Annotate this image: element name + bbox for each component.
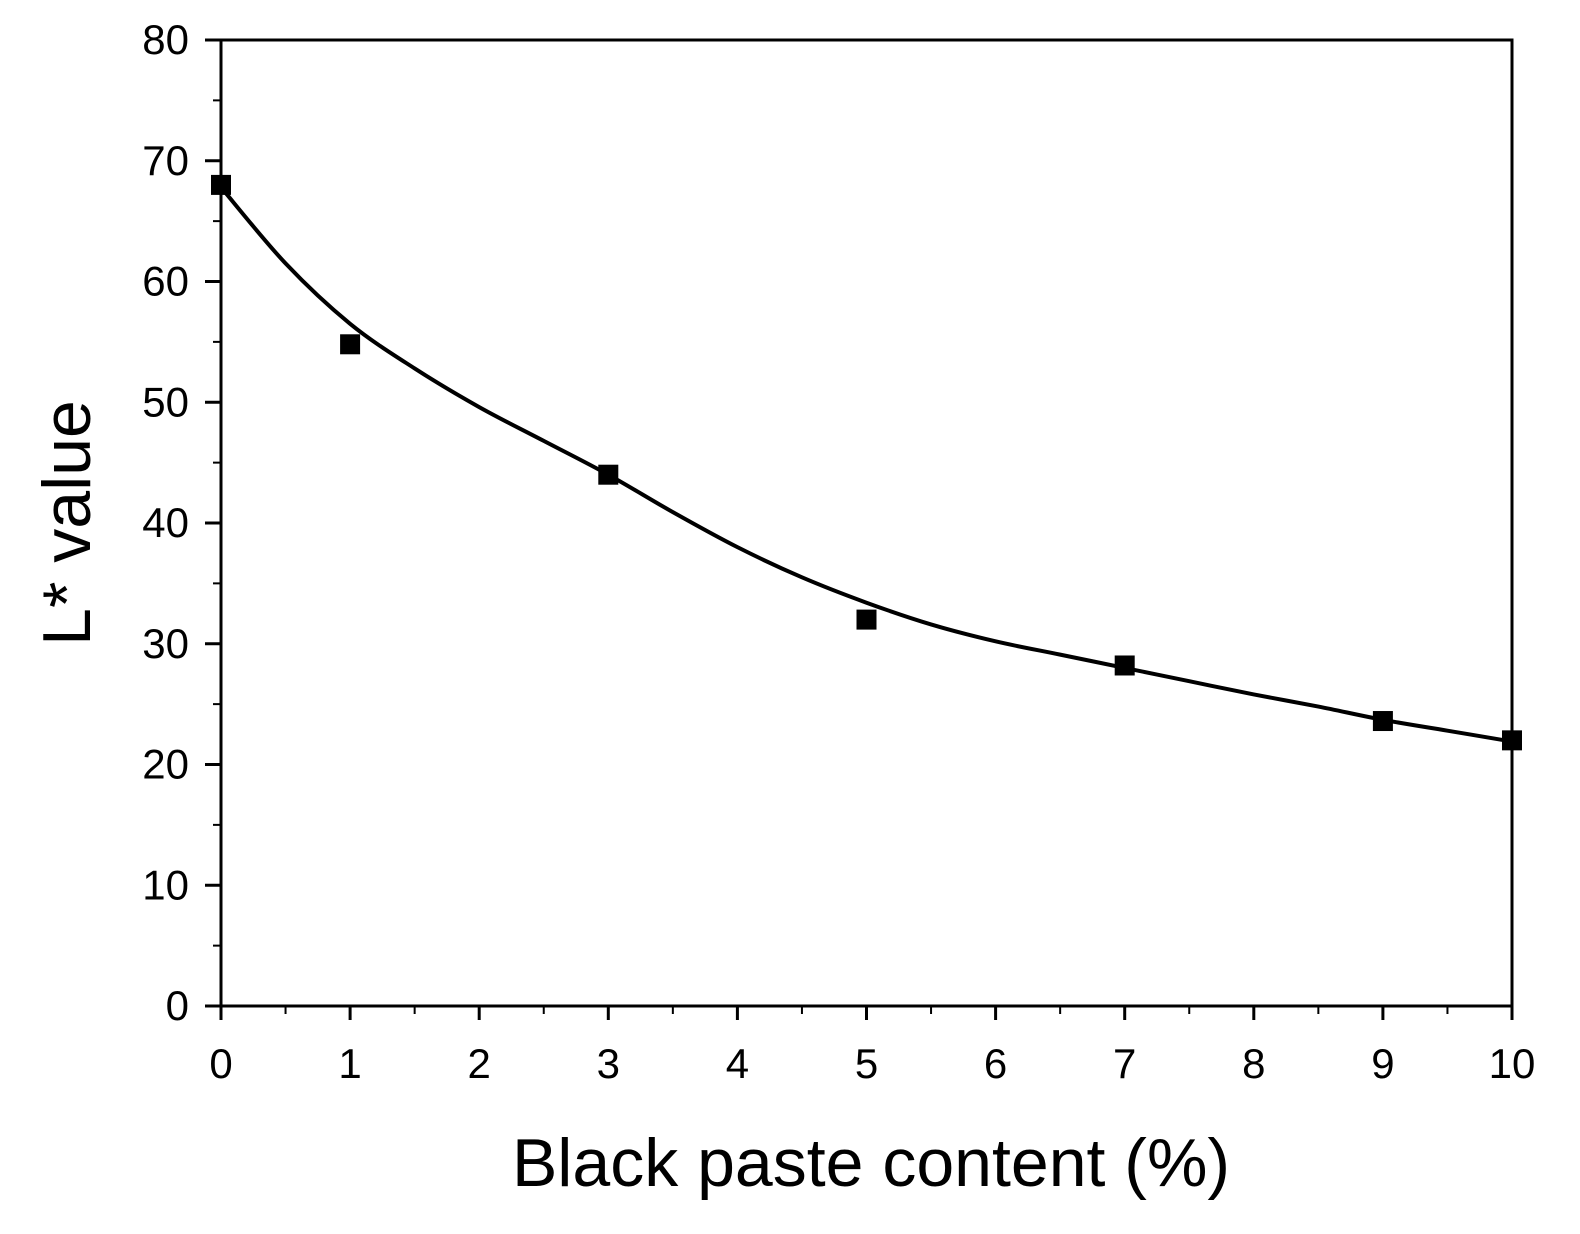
x-tick-label: 7 bbox=[1113, 1040, 1136, 1087]
data-point bbox=[340, 334, 361, 355]
x-tick-label: 4 bbox=[726, 1040, 749, 1087]
x-tick-label: 3 bbox=[597, 1040, 620, 1087]
y-tick-label: 70 bbox=[142, 137, 189, 184]
y-tick-label: 10 bbox=[142, 861, 189, 908]
y-tick-label: 50 bbox=[142, 378, 189, 425]
axes-layer: 0 1 2 3 4 5 6 7 8 9 10 0 10 20 30 40 50 60 70 80 bbox=[142, 16, 1535, 1087]
fit-curve bbox=[219, 186, 1513, 744]
data-point bbox=[1372, 711, 1393, 732]
data-point bbox=[211, 174, 231, 195]
y-tick-label: 30 bbox=[142, 620, 189, 667]
y-tick-label: 60 bbox=[142, 258, 189, 305]
y-axis-title: L* value bbox=[29, 400, 105, 646]
data-point bbox=[1114, 655, 1135, 676]
marks-layer bbox=[211, 174, 1522, 751]
y-tick-label: 20 bbox=[142, 741, 189, 788]
data-point bbox=[1502, 730, 1522, 751]
x-tick-label: 9 bbox=[1371, 1040, 1394, 1087]
x-tick-label: 1 bbox=[338, 1040, 361, 1087]
plot-frame bbox=[219, 38, 1514, 1008]
x-tick-label: 2 bbox=[468, 1040, 491, 1087]
x-tick-label: 5 bbox=[855, 1040, 878, 1087]
y-tick-label: 0 bbox=[166, 982, 189, 1029]
y-tick-label: 80 bbox=[142, 16, 189, 63]
x-tick-label: 10 bbox=[1489, 1040, 1536, 1087]
y-tick-label: 40 bbox=[142, 499, 189, 546]
x-axis-title: Black paste content (%) bbox=[512, 1125, 1230, 1201]
x-tick-label: 8 bbox=[1242, 1040, 1265, 1087]
data-point bbox=[598, 464, 619, 485]
x-tick-label: 6 bbox=[984, 1040, 1007, 1087]
x-tick-label: 0 bbox=[209, 1040, 232, 1087]
data-point bbox=[856, 609, 877, 630]
